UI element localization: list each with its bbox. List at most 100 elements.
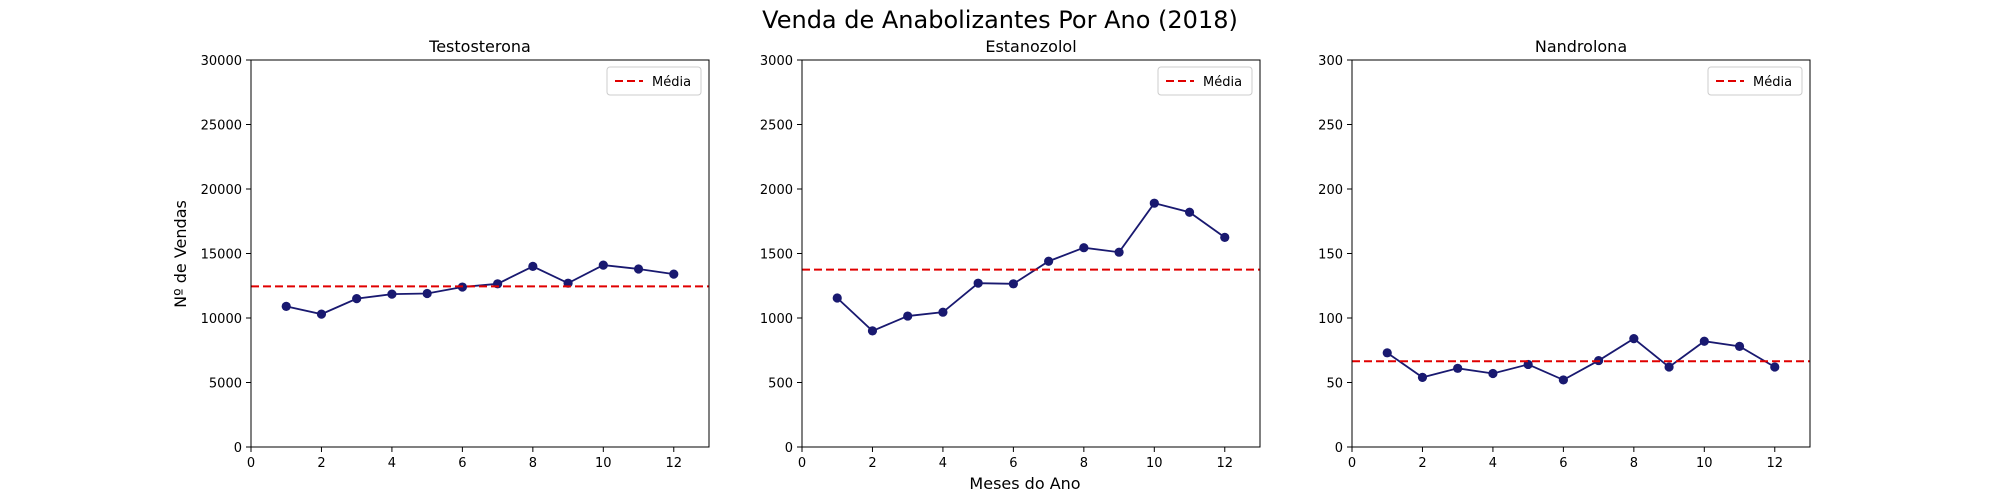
data-point — [1629, 334, 1639, 344]
data-point — [281, 301, 291, 311]
legend-box — [606, 66, 702, 96]
data-point — [387, 289, 397, 299]
data-point — [1417, 372, 1428, 382]
legend-label: Média — [1203, 75, 1242, 90]
subplot-title: Estanozolol — [985, 37, 1076, 56]
data-point — [422, 288, 432, 299]
y-tick-label: 150 — [1318, 248, 1343, 263]
data-point — [1079, 243, 1089, 253]
y-tick-label: 2500 — [760, 119, 793, 134]
data-point — [1114, 247, 1124, 257]
data-point — [633, 264, 644, 274]
y-axis-label: Nº de Vendas — [171, 200, 190, 308]
x-tick-label: 10 — [595, 456, 612, 471]
legend-box — [1157, 66, 1253, 96]
subplot-1: Testosterona 0 2 4 6 8 10 12 0 5000 10000 15000 2000… — [201, 37, 710, 471]
x-tick-label: 10 — [1696, 456, 1713, 471]
axes-frame — [1351, 59, 1811, 448]
y-tick-label: 25000 — [201, 119, 242, 134]
data-point — [973, 278, 983, 288]
y-tick-label: 5000 — [209, 377, 242, 392]
y-tick-label: 3000 — [760, 54, 793, 69]
series-line — [286, 264, 674, 316]
axes-frame — [250, 59, 710, 448]
y-tick-label: 1500 — [760, 248, 793, 263]
subplot-title: Nandrolona — [1535, 37, 1627, 56]
x-tick-label: 4 — [388, 456, 396, 471]
data-point — [669, 269, 679, 279]
data-point — [1488, 368, 1498, 379]
y-tick-label: 30000 — [201, 54, 242, 69]
x-tick-label: 8 — [1080, 456, 1088, 471]
x-tick-label: 2 — [868, 456, 876, 471]
y-tick-label: 100 — [1318, 312, 1343, 327]
x-tick-label: 0 — [247, 456, 255, 471]
y-tick-label: 200 — [1318, 183, 1343, 198]
y-tick-label: 0 — [234, 441, 242, 456]
y-tick-label: 0 — [1335, 441, 1343, 456]
y-tick-label: 20000 — [201, 183, 242, 198]
data-point — [1770, 362, 1780, 372]
data-point — [832, 293, 842, 303]
y-tick-label: 250 — [1318, 119, 1343, 134]
x-tick-label: 6 — [1009, 456, 1017, 471]
y-tick-label: 300 — [1318, 54, 1343, 69]
x-tick-label: 6 — [458, 456, 466, 471]
legend-box — [1707, 66, 1803, 96]
x-tick-label: 12 — [1766, 456, 1783, 471]
x-tick-label: 10 — [1146, 456, 1163, 471]
y-tick-label: 1000 — [760, 312, 793, 327]
series-line — [1386, 337, 1776, 381]
y-tick-label: 10000 — [201, 312, 242, 327]
legend-label: Média — [1753, 75, 1792, 90]
x-tick-label: 2 — [1418, 456, 1426, 471]
legend: Média — [1707, 66, 1803, 96]
y-tick-label: 500 — [768, 377, 793, 392]
x-tick-label: 0 — [1348, 456, 1356, 471]
x-tick-label: 8 — [1630, 456, 1638, 471]
data-point — [316, 309, 327, 319]
y-tick-label: 15000 — [201, 248, 242, 263]
legend: Média — [1157, 66, 1253, 96]
series-line — [836, 202, 1226, 332]
data-point — [903, 311, 913, 321]
y-tick-label: 0 — [785, 441, 793, 456]
data-point — [938, 307, 948, 317]
x-axis-label: Meses do Ano — [969, 474, 1080, 493]
data-point — [867, 326, 878, 336]
subplot-3: Nandrolona 0 2 4 6 8 10 12 0 50 100 150 200 250 300 Méd… — [1318, 37, 1811, 471]
y-tick-label: 50 — [1326, 377, 1343, 392]
data-point — [1149, 198, 1159, 208]
data-point — [1699, 336, 1709, 346]
x-tick-label: 2 — [317, 456, 325, 471]
data-point — [1734, 341, 1745, 351]
x-tick-label: 8 — [529, 456, 537, 471]
data-point — [1664, 362, 1674, 372]
data-point — [528, 261, 538, 271]
data-point — [1220, 232, 1230, 242]
legend: Média — [606, 66, 702, 96]
x-tick-label: 6 — [1559, 456, 1567, 471]
data-point — [1008, 279, 1018, 289]
x-tick-label: 12 — [1216, 456, 1233, 471]
x-tick-label: 4 — [939, 456, 947, 471]
x-tick-label: 4 — [1489, 456, 1497, 471]
subplot-title: Testosterona — [428, 37, 531, 56]
data-point — [1453, 363, 1463, 373]
axes-frame — [801, 59, 1261, 448]
figure-title: Venda de Anabolizantes Por Ano (2018) — [762, 6, 1238, 34]
x-tick-label: 12 — [665, 456, 682, 471]
data-point — [352, 294, 362, 304]
data-point — [598, 260, 608, 270]
legend-label: Média — [652, 75, 691, 90]
data-point — [1184, 207, 1195, 217]
data-point — [1382, 348, 1392, 358]
x-tick-label: 0 — [798, 456, 806, 471]
data-point — [1558, 375, 1568, 385]
data-point — [1044, 256, 1054, 266]
y-tick-label: 2000 — [760, 183, 793, 198]
subplot-2: Estanozolol 0 2 4 6 8 10 12 0 500 1000 1500 2000 2500… — [760, 37, 1261, 471]
